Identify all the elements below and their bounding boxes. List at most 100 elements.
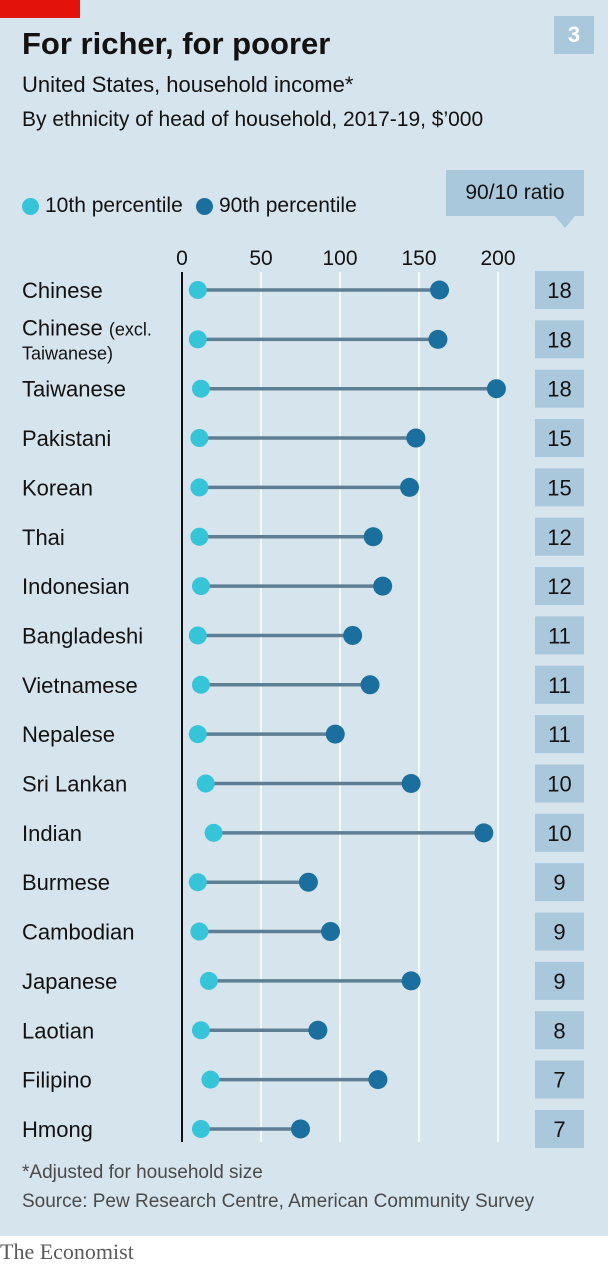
row-label-chinese: Chinese	[22, 278, 103, 303]
legend-90th-percentile: 90th percentile	[196, 194, 357, 218]
p90-point-indonesian	[373, 576, 393, 596]
x-tick-label-0: 0	[176, 247, 188, 270]
p90-point-hmong	[291, 1119, 310, 1139]
row-label-pakistani: Pakistani	[22, 426, 111, 451]
p90-point-korean	[400, 477, 420, 497]
ratio-value-nepalese: 11	[548, 722, 571, 747]
ratio-column-header: 90/10 ratio	[446, 170, 584, 216]
row-label-hmong: Hmong	[22, 1117, 93, 1142]
ratio-box-laotian	[535, 1011, 584, 1050]
p90-point-taiwanese	[486, 379, 506, 399]
p10-point-laotian	[191, 1021, 210, 1040]
p90-point-burmese	[298, 872, 318, 892]
brand-wordmark: The Economist	[0, 1239, 134, 1264]
p10-point-thai	[190, 527, 209, 546]
row-label-laotian: Laotian	[22, 1018, 94, 1043]
p90-point-sri-lankan	[401, 774, 421, 793]
chart-title: For richer, for poorer	[22, 26, 331, 61]
ratio-value-cambodian: 9	[553, 920, 565, 945]
p10-point-bangladeshi	[188, 626, 207, 645]
ratio-value-vietnamese: 11	[548, 673, 571, 698]
p10-point-nepalese	[188, 725, 207, 744]
ratio-box-chinese-taiwanese	[535, 320, 584, 359]
ratio-header-pointer	[555, 216, 575, 228]
p10-point-taiwanese	[191, 379, 210, 398]
ratio-value-korean: 15	[547, 475, 571, 500]
p90-point-cambodian	[321, 922, 341, 942]
chart-subtitle-detail: By ethnicity of head of household, 2017-…	[22, 108, 484, 131]
ratio-value-bangladeshi: 11	[548, 623, 571, 648]
p90-point-laotian	[308, 1020, 328, 1040]
p10-point-filipino	[201, 1070, 220, 1089]
p90-point-chinese	[430, 280, 450, 300]
row-label-bangladeshi: Bangladeshi	[22, 623, 143, 648]
p90-point-bangladeshi	[343, 625, 363, 645]
ratio-box-cambodian	[535, 912, 584, 951]
ratio-box-filipino	[535, 1060, 584, 1099]
p10-point-sri-lankan	[196, 774, 215, 793]
p10-point-japanese	[199, 971, 218, 990]
row-label-line2-chinese-taiwanese: Taiwanese)	[22, 343, 113, 363]
row-label-nepalese: Nepalese	[22, 722, 115, 747]
ratio-value-indonesian: 12	[547, 574, 571, 599]
ratio-value-burmese: 9	[553, 870, 565, 895]
row-label-sri-lankan: Sri Lankan	[22, 772, 127, 797]
p90-point-chinese-taiwanese	[428, 329, 448, 349]
row-label-sub-chinese-taiwanese: (excl.	[109, 319, 152, 339]
p10-point-chinese	[188, 281, 207, 299]
row-label-indian: Indian	[22, 821, 82, 846]
chart-subtitle: United States, household income*	[22, 72, 354, 97]
p10-point-cambodian	[190, 922, 209, 941]
row-label-taiwanese: Taiwanese	[22, 377, 126, 402]
ratio-value-indian: 10	[547, 821, 571, 846]
legend-10th-dot-icon	[22, 197, 39, 215]
x-tick-label-200: 200	[480, 247, 515, 270]
p90-point-thai	[363, 527, 383, 547]
ratio-value-filipino: 7	[553, 1068, 565, 1093]
ratio-value-chinese-taiwanese: 18	[547, 327, 571, 352]
p10-point-chinese-taiwanese	[188, 330, 207, 349]
row-label-burmese: Burmese	[22, 870, 110, 895]
ratio-box-chinese	[535, 271, 584, 309]
row-label-cambodian: Cambodian	[22, 920, 135, 945]
row-label-thai: Thai	[22, 525, 65, 550]
ratio-value-japanese: 9	[553, 969, 565, 994]
row-label-vietnamese: Vietnamese	[22, 673, 138, 698]
row-label-korean: Korean	[22, 475, 93, 500]
p90-point-filipino	[368, 1070, 388, 1090]
p90-point-indian	[474, 823, 494, 843]
ratio-box-sri-lankan	[535, 764, 584, 803]
source-note: Source: Pew Research Centre, American Co…	[22, 1191, 535, 1212]
ratio-box-hmong	[535, 1109, 584, 1148]
p10-point-vietnamese	[191, 675, 210, 694]
ratio-box-japanese	[535, 961, 584, 1000]
ratio-value-pakistani: 15	[547, 426, 571, 451]
dumbbell-plot: 0 50 100 150 200 Chinese 18 Chinese (excl. Taiwa…	[22, 247, 584, 1148]
p90-point-japanese	[401, 971, 421, 991]
chart-number-badge: 3	[554, 16, 594, 54]
ratio-value-sri-lankan: 10	[547, 772, 571, 797]
p10-point-korean	[190, 478, 209, 497]
legend-10th-label: 10th percentile	[45, 194, 183, 217]
ratio-box-bangladeshi	[535, 616, 584, 655]
ratio-value-laotian: 8	[553, 1018, 565, 1043]
ratio-box-nepalese	[535, 715, 584, 754]
ratio-box-vietnamese	[535, 665, 584, 704]
row-label-japanese: Japanese	[22, 969, 117, 994]
row-label-filipino: Filipino	[22, 1068, 92, 1093]
ratio-box-korean	[535, 468, 584, 507]
row-label-indonesian: Indonesian	[22, 574, 130, 599]
ratio-value-taiwanese: 18	[547, 377, 571, 402]
ratio-box-indian	[535, 813, 584, 852]
legend-90th-dot-icon	[196, 197, 213, 215]
legend-10th-percentile: 10th percentile	[22, 194, 183, 218]
ratio-value-hmong: 7	[553, 1117, 565, 1142]
x-tick-label-50: 50	[249, 247, 272, 270]
brand-red-tab	[0, 0, 80, 18]
p10-point-burmese	[188, 873, 207, 892]
p90-point-nepalese	[325, 724, 345, 744]
p10-point-hmong	[191, 1119, 210, 1138]
ratio-box-thai	[535, 517, 584, 556]
legend-90th-label: 90th percentile	[219, 194, 357, 217]
p10-point-indonesian	[191, 577, 210, 596]
